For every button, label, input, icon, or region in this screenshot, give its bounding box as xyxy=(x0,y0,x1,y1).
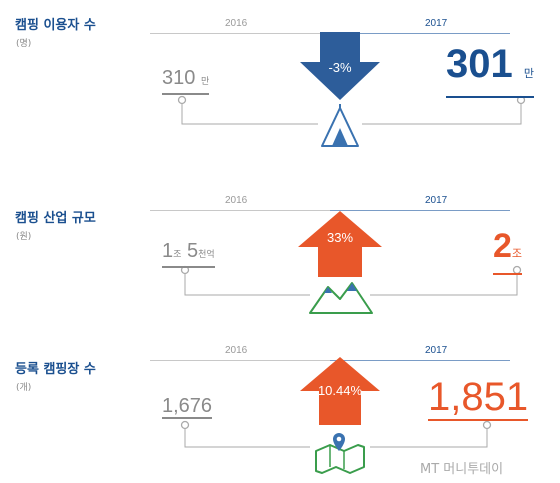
value-2016: 310 만 xyxy=(162,67,210,95)
year-2017-label: 2017 xyxy=(425,18,448,29)
watermark-logo: MT 머니투데이 xyxy=(420,462,504,477)
divider-right xyxy=(330,210,510,211)
divider-left xyxy=(150,33,330,34)
connector-lines xyxy=(180,357,492,474)
divider-left xyxy=(150,360,330,361)
section-campers: 캠핑 이용자 수 (명) 2016 2017 -3% 310 만 301 만 xyxy=(0,0,560,160)
change-label: -3% xyxy=(328,60,352,75)
value-2016: 1,676 xyxy=(162,395,213,419)
section-unit: (개) xyxy=(16,383,32,393)
section-title: 캠핑 산업 규모 xyxy=(15,211,96,226)
section-title: 등록 캠핑장 수 xyxy=(15,362,96,377)
section-unit: (원) xyxy=(16,232,32,242)
divider-left xyxy=(150,210,330,211)
section-campsites: 등록 캠핑장 수 (개) 2016 2017 10.44% 1,676 1,85… xyxy=(0,335,560,483)
map-pin-icon xyxy=(315,433,365,474)
connector-lines xyxy=(180,211,522,314)
value-2016: 1조 5천억 xyxy=(162,240,215,268)
divider-right xyxy=(330,33,510,34)
year-2016-label: 2016 xyxy=(225,18,248,29)
year-2016-label: 2016 xyxy=(225,195,248,206)
connector-lines xyxy=(177,32,526,147)
year-2016-label: 2016 xyxy=(225,345,248,356)
change-label: 10.44% xyxy=(317,383,363,398)
year-2017-label: 2017 xyxy=(425,345,448,356)
section-industry: 캠핑 산업 규모 (원) 2016 2017 33% 1조 5천억 2조 xyxy=(0,185,560,325)
section-unit: (명) xyxy=(16,39,32,49)
value-2017: 2조 xyxy=(493,227,523,275)
down-arrow xyxy=(300,32,380,100)
up-arrow xyxy=(298,211,382,277)
value-2017: 301 만 xyxy=(446,42,534,98)
divider-right xyxy=(330,360,510,361)
section-title: 캠핑 이용자 수 xyxy=(15,18,96,33)
tent-icon xyxy=(321,104,359,147)
up-arrow xyxy=(300,357,380,425)
value-2017: 1,851 xyxy=(428,375,529,421)
mountain-icon xyxy=(309,282,373,314)
year-2017-label: 2017 xyxy=(425,195,448,206)
change-label: 33% xyxy=(326,230,354,245)
